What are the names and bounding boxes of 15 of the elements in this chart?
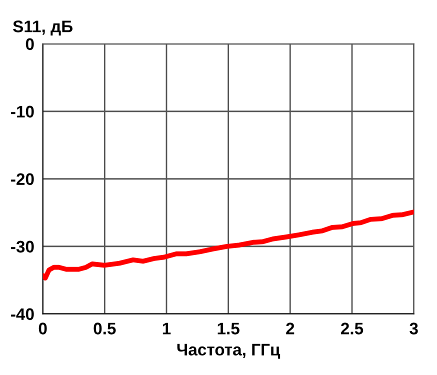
line-series (42, 210, 414, 281)
y-tick-label: -10 (11, 106, 34, 118)
y-tick-label: -30 (11, 240, 34, 253)
x-tick-label: 1 (162, 322, 171, 334)
y-axis-title: S11, дБ (13, 20, 73, 36)
y-tick-label: -40 (11, 308, 34, 320)
x-tick-label: 2 (286, 322, 294, 334)
x-tick-label: 3 (410, 322, 418, 334)
x-tick-label: 1.5 (218, 322, 240, 334)
y-tick-label: 0 (26, 38, 34, 50)
y-tick-label: -20 (11, 173, 34, 186)
x-tick-label: 0.5 (94, 322, 116, 334)
x-axis-title: Частота, ГГц (177, 344, 280, 359)
x-tick-label: 2.5 (341, 322, 364, 334)
x-tick-label: 0 (38, 322, 47, 334)
